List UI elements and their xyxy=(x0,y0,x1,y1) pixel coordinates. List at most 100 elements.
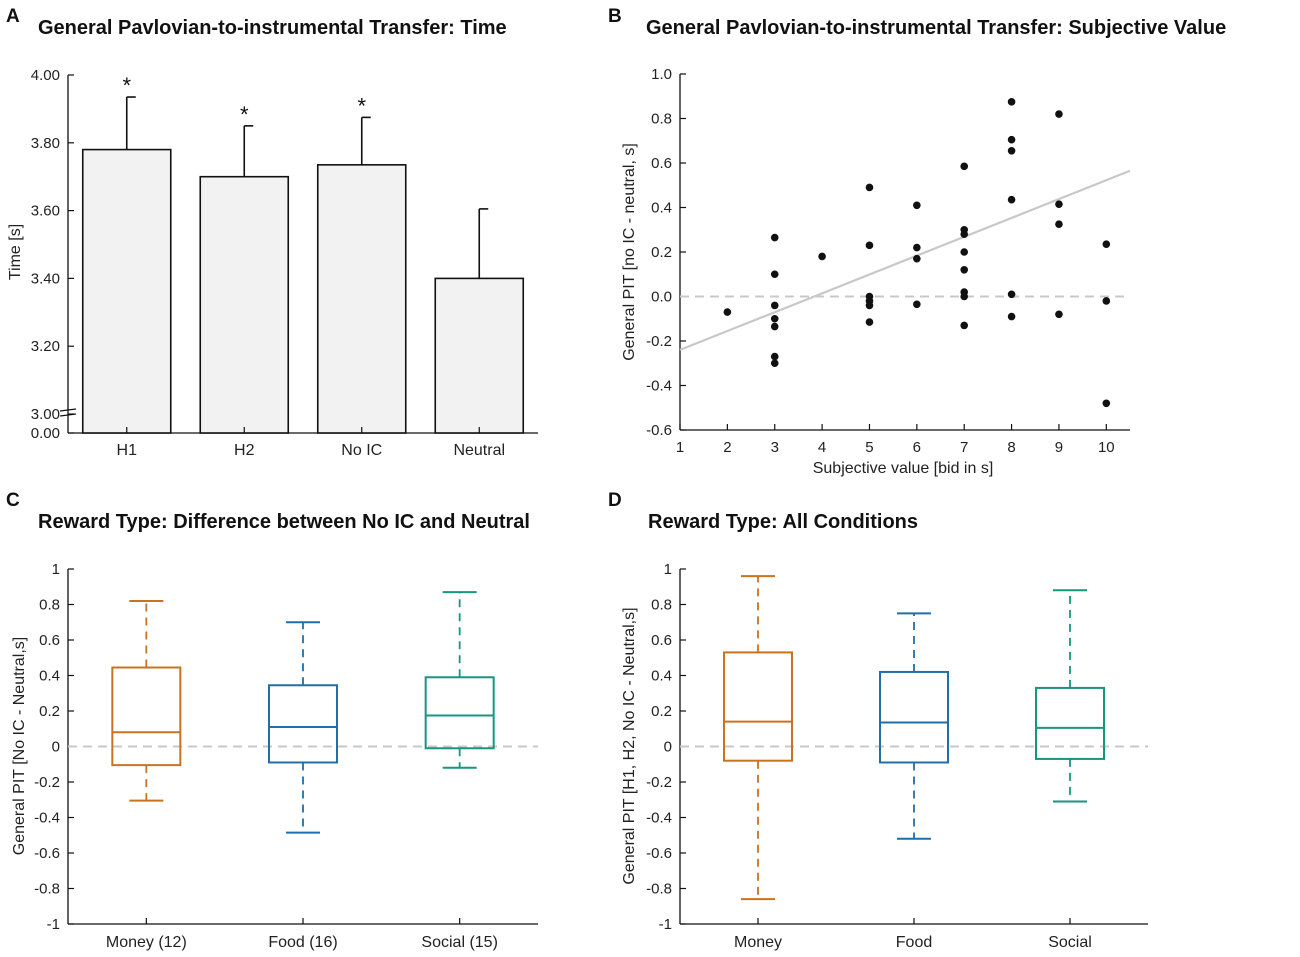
x-category-label: Neutral xyxy=(453,442,505,459)
y-tick-label: -0.2 xyxy=(646,774,672,791)
panel-c-title: Reward Type: Difference between No IC an… xyxy=(38,511,530,533)
scatter-point xyxy=(770,359,779,368)
scatter-point xyxy=(960,230,969,238)
y-tick-label: -1 xyxy=(47,916,60,933)
x-category-label: Money (12) xyxy=(106,934,187,951)
bar xyxy=(199,175,290,434)
y-tick-label: -0.4 xyxy=(646,378,672,395)
y-tick-label: 4.00 xyxy=(31,67,60,84)
scatter-point xyxy=(913,243,921,252)
y-tick-label: 3.80 xyxy=(31,135,60,152)
box-iqr xyxy=(424,676,495,750)
box-iqr xyxy=(879,670,949,764)
scatter-point xyxy=(723,308,732,316)
x-tick-label: 5 xyxy=(865,439,873,456)
y-tick-label: 1 xyxy=(52,561,60,578)
regression-fit-line xyxy=(679,169,1131,351)
panel-d-title: Reward Type: All Conditions xyxy=(648,511,918,533)
box-iqr xyxy=(1035,686,1105,760)
scatter-point xyxy=(960,162,969,171)
panel-a-axis-break-label: 0.00 xyxy=(31,425,60,442)
panel-b-ylabel: General PIT [no IC - neutral, s] xyxy=(621,143,638,361)
bar xyxy=(316,164,407,434)
scatter-point xyxy=(770,314,779,323)
scatter-point xyxy=(960,248,969,256)
y-tick-label: -0.2 xyxy=(646,333,672,350)
y-tick-label: -0.4 xyxy=(34,810,60,827)
y-tick-label: 0 xyxy=(52,739,60,756)
x-category-label: Social (15) xyxy=(421,934,497,951)
scatter-point xyxy=(1102,297,1111,305)
scatter-point xyxy=(770,270,779,279)
y-tick-label: 0.4 xyxy=(651,200,672,217)
scatter-point xyxy=(913,201,921,210)
y-tick-label: -0.4 xyxy=(646,810,672,827)
scatter-point xyxy=(770,301,779,310)
panel-c-ylabel: General PIT [No IC - Neutral,s] xyxy=(11,637,28,855)
y-tick-label: -0.2 xyxy=(34,774,60,791)
y-tick-label: -0.6 xyxy=(646,845,672,862)
panel-d-plot-area: -1 -0.8 -0.6 -0.4 -0.2 0 0.2 0.4 0.6 0.8 1 Money Foo… xyxy=(646,561,1148,951)
x-category-label: Food (16) xyxy=(268,934,337,951)
y-tick-label: 0.8 xyxy=(39,597,60,614)
scatter-point xyxy=(1007,98,1016,106)
scatter-point xyxy=(1102,399,1111,408)
x-tick-label: 2 xyxy=(723,439,731,456)
scatter-point xyxy=(1007,135,1016,144)
panel-b: B General Pavlovian-to-instrumental Tran… xyxy=(608,6,1226,477)
y-tick-label: 0.2 xyxy=(651,703,672,720)
x-category-label: H2 xyxy=(234,442,255,459)
y-tick-label: 0.2 xyxy=(39,703,60,720)
box-iqr xyxy=(111,666,182,767)
x-tick-label: 1 xyxy=(676,439,684,456)
y-tick-label: -0.8 xyxy=(34,881,60,898)
scatter-point xyxy=(818,252,826,261)
y-tick-label: 0.2 xyxy=(651,244,672,261)
y-tick-label: 0.6 xyxy=(651,155,672,172)
y-tick-label: 0 xyxy=(664,739,672,756)
x-category-label: Social xyxy=(1048,934,1092,951)
panel-a-plot-area: 3.00 3.20 3.40 3.60 3.80 4.00 * H1 * H2 * No IC Neut… xyxy=(31,67,538,459)
y-tick-label: 1 xyxy=(664,561,672,578)
panel-c: C Reward Type: Difference between No IC … xyxy=(6,490,538,951)
y-tick-label: 1.0 xyxy=(651,66,672,83)
scatter-point xyxy=(1055,220,1063,228)
x-tick-label: 4 xyxy=(818,439,826,456)
scatter-point xyxy=(1007,290,1016,299)
y-tick-label: 0.4 xyxy=(651,668,672,685)
y-tick-label: -0.8 xyxy=(646,881,672,898)
scatter-point xyxy=(770,322,779,331)
scatter-point xyxy=(960,292,969,301)
scatter-point xyxy=(1055,310,1063,319)
panel-d: D Reward Type: All Conditions General PI… xyxy=(608,490,1148,951)
scatter-point xyxy=(865,301,874,310)
box-iqr xyxy=(268,684,338,764)
panel-d-ylabel: General PIT [H1, H2, No IC - Neutral,s] xyxy=(621,607,638,884)
scatter-point xyxy=(913,300,921,309)
y-tick-label: 0.4 xyxy=(39,668,60,685)
significance-star: * xyxy=(357,93,366,118)
panel-b-title: General Pavlovian-to-instrumental Transf… xyxy=(646,17,1226,39)
panel-letter-a: A xyxy=(6,6,20,27)
panel-letter-c: C xyxy=(6,490,20,511)
box-iqr xyxy=(723,651,793,762)
y-tick-label: 0.6 xyxy=(39,632,60,649)
panel-a-title: General Pavlovian-to-instrumental Transf… xyxy=(38,17,507,39)
y-tick-label: -0.6 xyxy=(34,845,60,862)
scatter-point xyxy=(960,266,969,274)
x-tick-label: 6 xyxy=(913,439,921,456)
scatter-point xyxy=(960,321,969,330)
scatter-point xyxy=(1007,146,1016,155)
y-tick-label: 3.20 xyxy=(31,338,60,355)
significance-star: * xyxy=(240,102,249,127)
y-tick-label: 3.00 xyxy=(31,406,60,423)
scatter-point xyxy=(1055,200,1063,208)
scatter-point xyxy=(1007,312,1016,321)
y-tick-label: 0.6 xyxy=(651,632,672,649)
x-tick-label: 9 xyxy=(1055,439,1063,456)
x-tick-label: 3 xyxy=(771,439,779,456)
axis-break-mark xyxy=(59,408,77,412)
scatter-point xyxy=(865,241,874,250)
y-tick-label: -0.6 xyxy=(646,422,672,439)
